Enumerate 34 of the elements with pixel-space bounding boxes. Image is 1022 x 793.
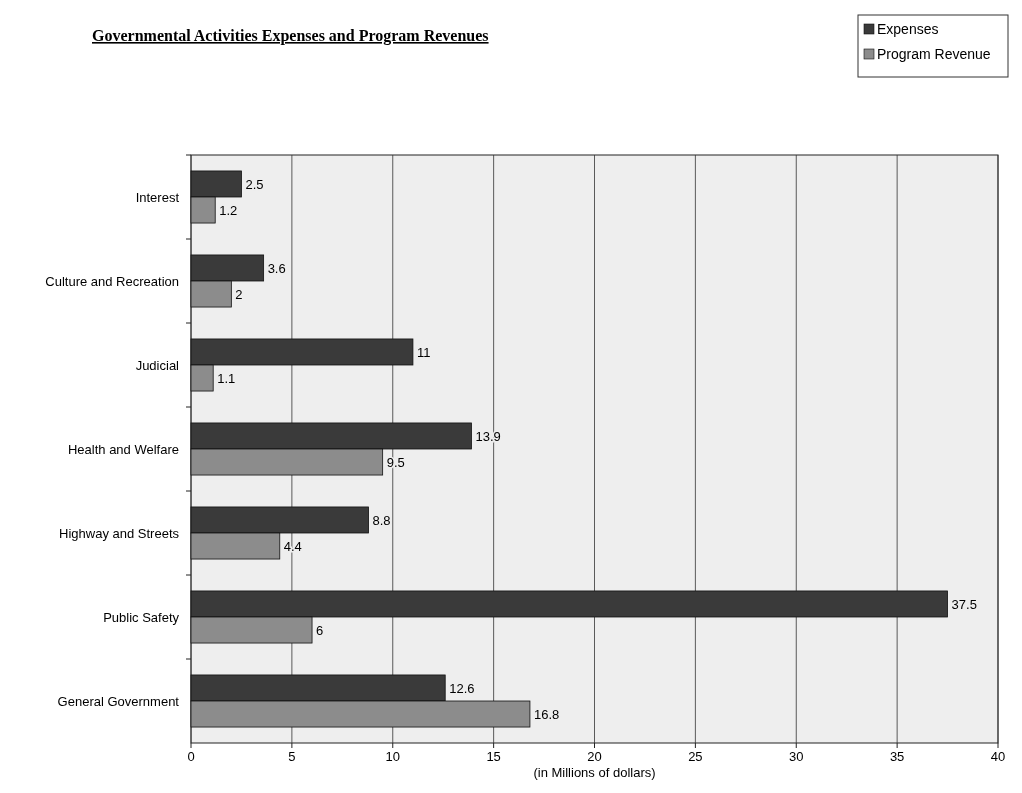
data-label: 3.6	[267, 260, 286, 276]
data-label: 37.5	[951, 596, 977, 612]
x-tick-label: 15	[486, 749, 501, 764]
x-tick-label: 25	[688, 749, 703, 764]
y-tick-label: Public Safety	[103, 609, 180, 625]
data-label: 12.6	[449, 680, 475, 696]
x-tick-label: 35	[889, 749, 905, 764]
data-label: 6	[316, 622, 324, 638]
chart-title: Governmental Activities Expenses and Program Revenues	[92, 27, 489, 45]
data-label: 2	[235, 286, 243, 302]
data-label: 2.5	[245, 176, 264, 192]
y-tick-label: General Government	[57, 693, 180, 709]
y-tick-label: Highway and Streets	[59, 525, 180, 541]
y-tick-label: Culture and Recreation	[45, 273, 179, 289]
data-label: 11	[416, 344, 431, 360]
legend-label: Program Revenue	[877, 45, 991, 62]
x-axis-title: (in Millions of dollars)	[533, 765, 656, 780]
data-label: 13.9	[475, 428, 501, 444]
x-tick-label: 0	[187, 749, 195, 764]
data-label: 4.4	[283, 538, 302, 554]
y-tick-label: Judicial	[135, 357, 180, 373]
x-tick-label: 40	[990, 749, 1006, 764]
data-label: 1.1	[217, 370, 236, 386]
data-label: 16.8	[533, 706, 560, 722]
x-tick-label: 30	[789, 749, 804, 764]
x-tick-label: 5	[288, 749, 296, 764]
y-tick-label: Health and Welfare	[67, 441, 179, 457]
x-tick-label: 20	[587, 749, 602, 764]
data-label: 9.5	[386, 454, 405, 470]
data-label: 1.2	[219, 202, 238, 218]
y-tick-label: Interest	[135, 189, 180, 205]
legend-label: Expenses	[877, 20, 939, 37]
x-tick-label: 10	[385, 749, 400, 764]
data-label: 8.8	[372, 512, 391, 528]
